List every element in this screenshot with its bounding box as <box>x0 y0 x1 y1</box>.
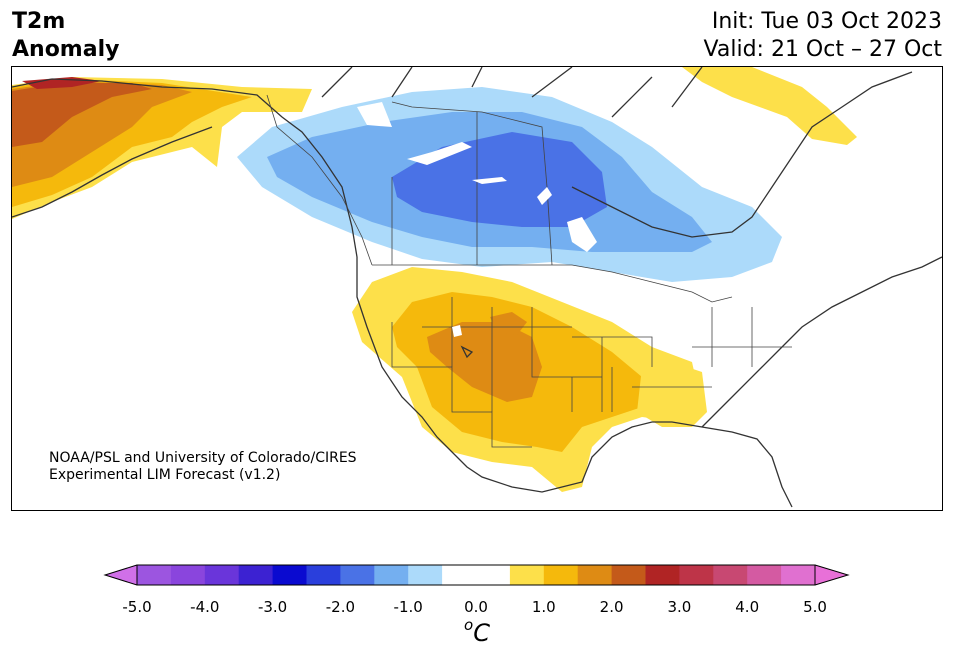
unit-degree: o <box>464 616 474 634</box>
colorbar <box>103 564 850 586</box>
lakes <box>357 102 597 337</box>
title-variable: T2m <box>12 9 66 34</box>
colorbar-bin <box>238 565 274 585</box>
map-title: T2m Anomaly <box>12 8 119 64</box>
sw-warm-anomaly-3b <box>490 312 527 335</box>
political-borders <box>266 94 792 448</box>
unit-letter: C <box>473 619 490 647</box>
colorbar-tick-label: 3.0 <box>667 598 692 616</box>
colorbar-arrow-outline-low <box>103 564 138 586</box>
colorbar-bin <box>577 565 613 585</box>
colorbar-bin <box>374 565 409 585</box>
colorbar-unit: oC <box>464 616 490 647</box>
init-date: Init: Tue 03 Oct 2023 <box>711 9 942 34</box>
colorbar-tick-label: -1.0 <box>393 598 423 616</box>
coastlines <box>12 67 942 508</box>
colorbar-tick-label: 1.0 <box>531 598 556 616</box>
colorbar-bin <box>679 565 714 585</box>
colorbar-bin <box>170 565 206 585</box>
anomaly-map <box>12 67 942 508</box>
alaska-warm-anomaly-4 <box>12 83 152 147</box>
forecast-dates: Init: Tue 03 Oct 2023 Valid: 21 Oct – 27… <box>704 8 942 64</box>
colorbar-bins <box>137 565 816 585</box>
colorbar-tick-label: -2.0 <box>325 598 356 616</box>
greenland-warm-anomaly <box>682 67 857 145</box>
map-panel: NOAA/PSL and University of Colorado/CIRE… <box>11 66 943 511</box>
colorbar-bin <box>306 565 341 585</box>
colorbar-bin <box>713 565 748 585</box>
colorbar-extend-low <box>105 565 137 585</box>
colorbar-bin <box>543 565 579 585</box>
valid-range: Valid: 21 Oct – 27 Oct <box>703 37 942 62</box>
colorbar-arrow-outline-high <box>814 564 850 586</box>
credit-line-1: NOAA/PSL and University of Colorado/CIRE… <box>49 450 357 466</box>
credit-text: NOAA/PSL and University of Colorado/CIRE… <box>49 450 357 484</box>
colorbar-tick-label: -3.0 <box>257 598 288 616</box>
sw-warm-anomaly-3 <box>427 322 542 402</box>
colorbar-bin <box>340 565 375 585</box>
colorbar-tick-label: 2.0 <box>599 598 624 616</box>
colorbar-bin <box>611 565 646 585</box>
colorbar-bin <box>747 565 782 585</box>
colorbar-tick-label: 5.0 <box>803 598 827 616</box>
colorbar-bin <box>272 565 307 585</box>
colorbar-bin <box>781 565 816 585</box>
colorbar-tick-label: -5.0 <box>122 598 152 616</box>
colorbar-bin <box>204 565 240 585</box>
colorbar-tick-label: 4.0 <box>735 598 760 616</box>
credit-line-2: Experimental LIM Forecast (v1.2) <box>49 467 281 483</box>
colorbar-bin <box>137 565 172 585</box>
southeast-warm-anomaly <box>637 362 707 427</box>
colorbar-bin <box>408 565 443 585</box>
colorbar-bin <box>442 565 511 585</box>
colorbar-tick-label: 0.0 <box>464 598 488 616</box>
colorbar-bin <box>645 565 680 585</box>
colorbar-bin <box>509 565 545 585</box>
colorbar-extend-high <box>815 565 848 585</box>
colorbar-outline <box>136 564 816 586</box>
colorbar-tick-label: -4.0 <box>190 598 220 616</box>
title-quantity: Anomaly <box>12 37 120 62</box>
